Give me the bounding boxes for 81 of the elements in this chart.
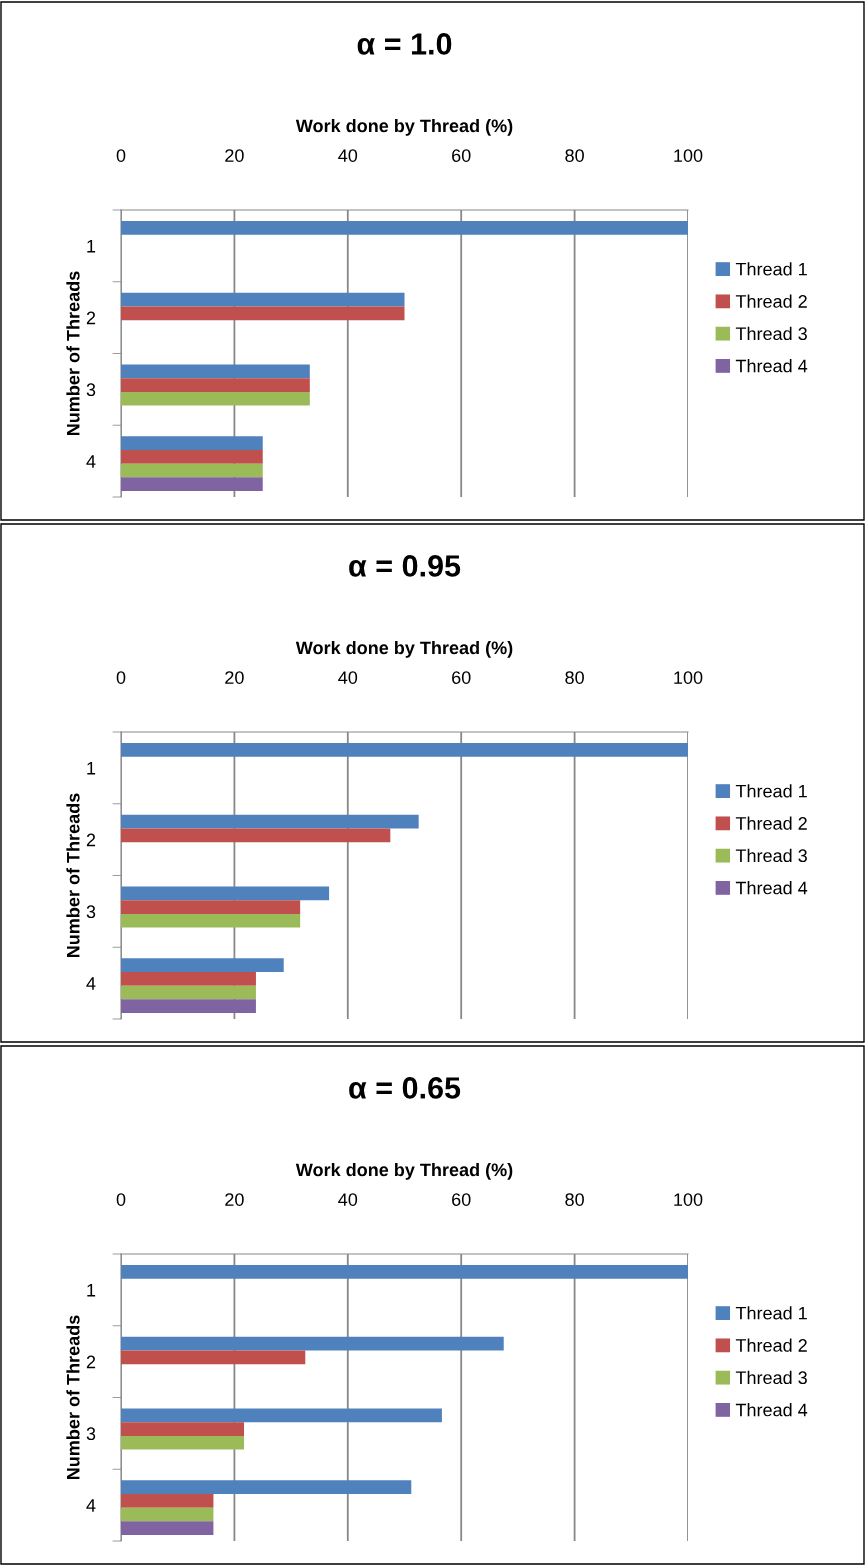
bar — [121, 886, 330, 901]
bar — [121, 1336, 504, 1351]
x-tick-label: 100 — [674, 1193, 703, 1206]
chart-title: α = 0.95 — [349, 555, 461, 577]
bar — [121, 913, 301, 928]
bar — [121, 828, 391, 843]
y-tick-label: 1 — [87, 1284, 96, 1297]
bar — [121, 477, 263, 491]
y-tick-label: 3 — [86, 1427, 96, 1441]
legend-label: Thread 3 — [735, 326, 807, 341]
y-tick-label: 1 — [87, 240, 96, 253]
y-tick-label: 2 — [86, 833, 96, 847]
y-axis-title: Number of Threads — [66, 793, 80, 958]
x-tick-label: 60 — [452, 149, 471, 162]
x-tick-label: 20 — [225, 149, 244, 162]
x-tick-label: 40 — [338, 149, 358, 162]
bar — [121, 1480, 412, 1494]
x-axis-title: Work done by Thread (%) — [295, 640, 513, 658]
bar — [121, 1507, 214, 1522]
x-tick-label: 0 — [116, 1193, 126, 1206]
bar — [121, 364, 310, 379]
legend-label: Thread 1 — [735, 784, 807, 798]
bar — [121, 1408, 442, 1423]
x-axis-title: Work done by Thread (%) — [295, 118, 513, 136]
y-tick-label: 4 — [86, 1499, 96, 1512]
bar — [121, 958, 284, 972]
bar — [121, 221, 688, 235]
bar — [121, 463, 263, 478]
legend-label: Thread 1 — [735, 262, 807, 276]
bar — [121, 292, 405, 307]
x-tick-label: 0 — [116, 149, 126, 162]
legend-label: Thread 2 — [735, 816, 807, 830]
legend-label: Thread 2 — [735, 1338, 807, 1352]
bar — [121, 450, 263, 464]
x-tick-label: 100 — [674, 671, 703, 684]
legend-label: Thread 3 — [735, 848, 807, 863]
legend-label: Thread 1 — [735, 1306, 807, 1320]
x-tick-label: 80 — [565, 671, 584, 684]
bar — [121, 1265, 688, 1279]
bar — [121, 1422, 245, 1436]
bar — [121, 985, 256, 1000]
x-tick-label: 20 — [225, 1193, 244, 1206]
legend-label: Thread 3 — [735, 1370, 807, 1385]
bar — [121, 1350, 306, 1365]
chart-title: α = 1.0 — [357, 33, 452, 55]
bar — [121, 1494, 214, 1508]
bar — [121, 972, 256, 986]
x-tick-label: 0 — [116, 671, 126, 684]
y-tick-label: 4 — [86, 455, 96, 468]
y-tick-label: 2 — [86, 311, 96, 325]
x-tick-label: 60 — [452, 671, 471, 684]
legend-label: Thread 4 — [735, 359, 808, 373]
chart-title: α = 0.65 — [349, 1077, 461, 1099]
legend-label: Thread 4 — [735, 1403, 808, 1417]
bar — [121, 1435, 245, 1450]
bar — [121, 900, 301, 914]
bar — [121, 378, 310, 392]
x-tick-label: 80 — [565, 1193, 584, 1206]
y-axis-title: Number of Threads — [66, 271, 80, 436]
bar — [121, 1521, 214, 1535]
y-axis-title: Number of Threads — [66, 1315, 80, 1480]
legend-label: Thread 4 — [735, 881, 808, 895]
x-tick-label: 80 — [565, 149, 584, 162]
x-tick-label: 60 — [452, 1193, 471, 1206]
bar — [121, 999, 256, 1013]
x-tick-label: 100 — [674, 149, 703, 162]
x-tick-label: 40 — [338, 1193, 358, 1206]
x-axis-title: Work done by Thread (%) — [295, 1162, 513, 1180]
x-tick-label: 20 — [225, 671, 244, 684]
y-tick-label: 4 — [86, 977, 96, 990]
bar — [121, 743, 688, 757]
y-tick-label: 3 — [86, 905, 96, 919]
y-tick-label: 1 — [87, 762, 96, 775]
x-tick-label: 40 — [338, 671, 358, 684]
bar — [121, 814, 419, 829]
y-tick-label: 3 — [86, 383, 96, 397]
bar — [121, 436, 263, 450]
legend-label: Thread 2 — [735, 294, 807, 308]
bar — [121, 391, 310, 406]
y-tick-label: 2 — [86, 1355, 96, 1369]
bar — [121, 306, 405, 321]
